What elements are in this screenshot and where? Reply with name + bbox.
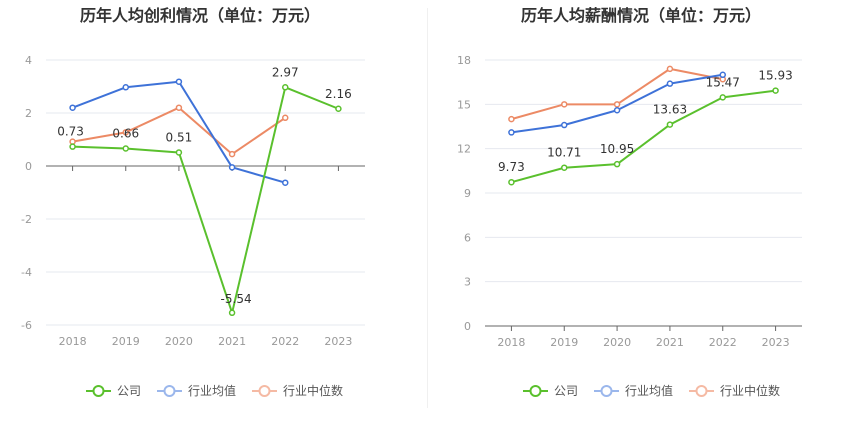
data-point-industry_median <box>508 115 515 123</box>
y-tick-label: 0 <box>464 320 471 333</box>
data-label: 10.95 <box>600 142 634 156</box>
data-point-company <box>282 84 289 91</box>
data-label: 2.16 <box>325 87 352 101</box>
legend-item-industry_median[interactable]: 行业中位数 <box>252 383 343 398</box>
legend-item-company[interactable]: 公司 <box>86 384 141 398</box>
data-point-industry_mean <box>228 164 236 171</box>
x-tick-label: 2018 <box>59 335 87 348</box>
y-tick-label: -2 <box>21 213 32 226</box>
legend-item-industry_median[interactable]: 行业中位数 <box>689 383 780 398</box>
legend-marker-icon <box>695 385 708 397</box>
legend-item-industry_mean[interactable]: 行业均值 <box>594 383 673 398</box>
data-label: 15.93 <box>758 69 792 83</box>
data-label: 2.97 <box>272 65 299 79</box>
legend-label: 行业中位数 <box>283 383 343 398</box>
legend-marker-icon <box>600 385 613 397</box>
data-point-company <box>719 94 726 101</box>
chart-salary-per-capita: 历年人均薪酬情况（单位：万元） 18 15 12 9 6 3 0 2018 2019 2020 202… <box>457 6 802 398</box>
data-label: 0.66 <box>112 127 139 141</box>
data-point-industry_median <box>69 138 76 145</box>
data-point-industry_median <box>228 150 236 158</box>
data-point-industry_median <box>613 101 621 108</box>
data-point-company <box>228 309 236 317</box>
x-tick-label: 2021 <box>218 335 246 348</box>
data-point-company <box>175 149 183 156</box>
chart-profit-per-capita: 历年人均创利情况（单位：万元） 4 2 0 -2 -4 -6 2018 2019 2020 2021… <box>21 6 365 398</box>
y-tick-label: -6 <box>21 319 32 332</box>
data-point-industry_mean <box>508 129 515 136</box>
data-point-industry_median <box>122 129 129 136</box>
data-point-industry_mean <box>175 78 183 85</box>
x-tick-label: 2023 <box>324 335 352 348</box>
data-point-industry_mean <box>719 71 726 79</box>
data-label: 13.63 <box>653 103 687 117</box>
data-label: -5.54 <box>221 292 252 306</box>
data-point-industry_mean <box>122 84 129 91</box>
x-tick-label: 2023 <box>762 336 790 349</box>
data-point-industry_mean <box>561 121 568 129</box>
data-label: 15.47 <box>706 75 740 89</box>
data-point-industry_median <box>175 104 183 111</box>
chart-divider <box>427 8 428 408</box>
y-tick-label: 12 <box>457 143 471 156</box>
legend-label: 公司 <box>554 384 578 398</box>
data-point-company <box>772 87 779 94</box>
data-point-company <box>666 121 674 128</box>
y-tick-label: 0 <box>25 160 32 173</box>
legend-marker-icon <box>92 385 105 397</box>
x-tick-label: 2019 <box>112 335 140 348</box>
x-tick-label: 2022 <box>271 335 299 348</box>
data-label: 10.71 <box>547 146 581 160</box>
legend-item-industry_mean[interactable]: 行业均值 <box>157 383 236 398</box>
legend-marker-icon <box>163 385 176 397</box>
data-label: 0.51 <box>166 130 193 144</box>
data-point-company <box>122 145 129 152</box>
data-point-company <box>561 164 568 171</box>
y-tick-label: 2 <box>25 107 32 120</box>
x-tick-label: 2018 <box>497 336 525 349</box>
x-tick-label: 2020 <box>603 336 631 349</box>
data-point-company <box>508 178 515 186</box>
data-point-industry_median <box>561 101 568 108</box>
y-tick-label: 6 <box>464 231 471 244</box>
data-point-industry_mean <box>666 80 674 87</box>
y-tick-label: 15 <box>457 98 471 111</box>
legend-label: 行业均值 <box>188 383 236 398</box>
y-tick-label: 9 <box>464 187 471 200</box>
legend-marker-icon <box>529 385 542 397</box>
legend-label: 行业中位数 <box>720 383 780 398</box>
y-tick-label: 3 <box>464 276 471 289</box>
series-line-company <box>511 89 776 184</box>
data-point-industry_median <box>666 65 674 73</box>
legend-label: 公司 <box>117 384 141 398</box>
x-tick-label: 2021 <box>656 336 684 349</box>
data-label: 9.73 <box>498 160 525 174</box>
y-tick-label: 4 <box>25 54 32 67</box>
legend-marker-icon <box>258 385 271 397</box>
legend-item-company[interactable]: 公司 <box>523 384 578 398</box>
data-point-industry_mean <box>69 104 76 111</box>
series-line-company <box>72 86 339 314</box>
x-tick-label: 2019 <box>550 336 578 349</box>
y-tick-label: -4 <box>21 266 32 279</box>
data-point-company <box>613 160 621 168</box>
legend-label: 行业均值 <box>625 383 673 398</box>
data-point-industry_mean <box>282 179 289 186</box>
y-tick-label: 18 <box>457 54 471 67</box>
x-tick-label: 2022 <box>709 336 737 349</box>
data-point-company <box>335 105 342 113</box>
data-label: 0.73 <box>57 125 84 139</box>
data-point-industry_median <box>282 114 289 122</box>
data-point-industry_mean <box>613 106 621 114</box>
chart-title: 历年人均创利情况（单位：万元） <box>80 6 320 25</box>
x-tick-label: 2020 <box>165 335 193 348</box>
chart-title: 历年人均薪酬情况（单位：万元） <box>521 6 761 25</box>
data-point-company <box>69 143 76 150</box>
